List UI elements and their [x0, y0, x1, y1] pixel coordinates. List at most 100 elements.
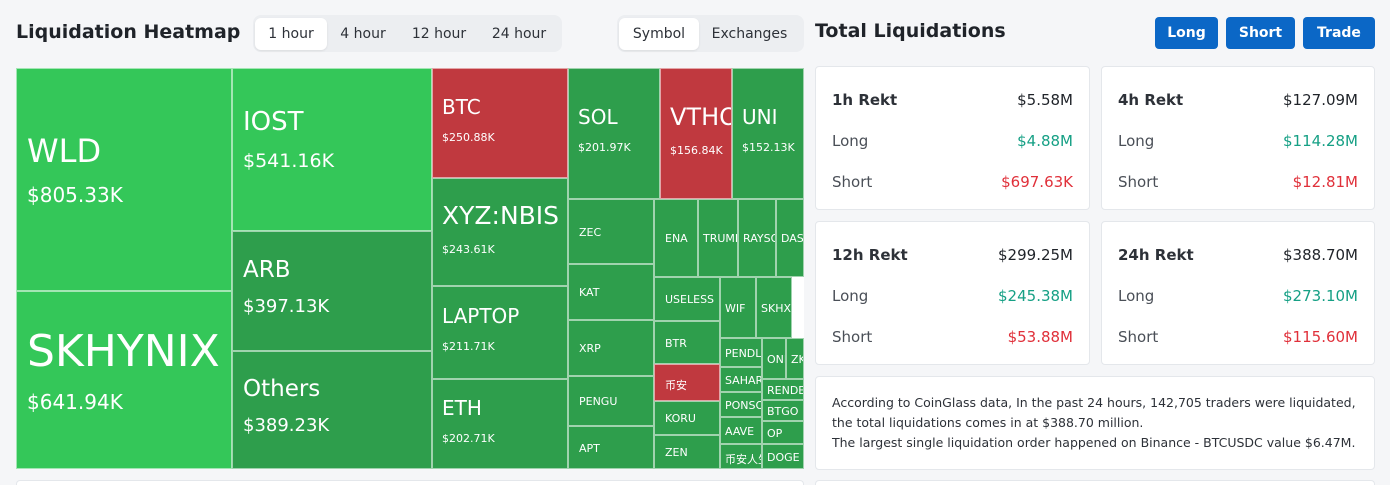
heatmap-tile[interactable]: VTHO $156.84K	[660, 68, 732, 199]
tile-symbol: BTR	[665, 336, 687, 350]
card-total: $127.09M	[1283, 91, 1358, 109]
card-period: 24h Rekt	[1118, 246, 1194, 264]
heatmap-tile[interactable]: 币安	[654, 364, 720, 401]
panel-below-heatmap	[16, 480, 804, 485]
heatmap-tile[interactable]: KORU	[654, 401, 720, 435]
heatmap-tile[interactable]: BTGO	[762, 400, 804, 421]
tile-symbol: KORU	[665, 412, 696, 426]
trade-button[interactable]: Trade	[1303, 17, 1375, 49]
short-button[interactable]: Short	[1226, 17, 1295, 49]
tile-symbol: IOST	[243, 106, 304, 137]
total-liquidations-title: Total Liquidations	[815, 20, 1006, 42]
heatmap-tile[interactable]: DASH	[776, 199, 804, 277]
tile-symbol: ENA	[665, 232, 688, 246]
long-label: Long	[832, 287, 869, 305]
tile-value: $397.13K	[243, 296, 330, 318]
tile-symbol: PENGU	[579, 395, 618, 409]
card-total: $5.58M	[1017, 91, 1073, 109]
tab-12-hour[interactable]: 12 hour	[411, 25, 467, 42]
long-value: $4.88M	[1017, 132, 1073, 150]
long-label: Long	[832, 132, 869, 150]
heatmap-tile[interactable]: UNI $152.13K	[732, 68, 804, 199]
short-value: $12.81M	[1292, 173, 1358, 191]
heatmap-tile[interactable]: IOST $541.16K	[232, 68, 432, 231]
tile-symbol: XRP	[579, 342, 601, 356]
long-label: Long	[1118, 132, 1155, 150]
heatmap-tile[interactable]: 币安人生	[720, 444, 762, 469]
heatmap-tile[interactable]: ZEC	[568, 199, 654, 264]
heatmap-tile[interactable]: XRP	[568, 320, 654, 376]
heatmap-tile[interactable]: WIF	[720, 277, 756, 338]
tile-symbol: OP	[767, 426, 783, 440]
heatmap-tile[interactable]: SKHX	[756, 277, 792, 338]
tab-symbol[interactable]: Symbol	[619, 17, 699, 50]
tile-symbol: UNI	[742, 105, 778, 130]
heatmap-tile[interactable]: SOL $201.97K	[568, 68, 660, 199]
heatmap-tile[interactable]: AAVE	[720, 417, 762, 444]
heatmap-tile[interactable]: RENDER	[762, 379, 804, 400]
tile-symbol: AAVE	[725, 424, 755, 438]
card-4h-rekt: 4h Rekt $127.09M Long $114.28M Short $12.81…	[1101, 66, 1375, 210]
tile-symbol: LAPTOP	[442, 304, 520, 329]
tab-4-hour[interactable]: 4 hour	[340, 25, 386, 42]
heatmap-tile[interactable]: ETH $202.71K	[432, 379, 568, 469]
card-1h-rekt: 1h Rekt $5.58M Long $4.88M Short $697.63K	[815, 66, 1090, 210]
tab-exchanges[interactable]: Exchanges	[711, 25, 788, 42]
heatmap-tile[interactable]: ENA	[654, 199, 698, 277]
tile-symbol: KAT	[579, 286, 600, 300]
heatmap-tile[interactable]: ZK	[786, 338, 804, 379]
tile-symbol: WIF	[725, 301, 746, 315]
heatmap-tile[interactable]: DOGE	[762, 444, 804, 469]
heatmap-tile[interactable]: ARB $397.13K	[232, 231, 432, 351]
heatmap-tile[interactable]: USELESS	[654, 277, 720, 321]
tile-symbol: DASH	[781, 232, 804, 246]
heatmap-tile[interactable]: BTC $250.88K	[432, 68, 568, 178]
tile-value: $152.13K	[742, 141, 795, 155]
tile-symbol: VTHO	[670, 102, 732, 131]
tile-value: $156.84K	[670, 143, 723, 157]
heatmap-tile[interactable]: KAT	[568, 264, 654, 320]
tile-symbol: ETH	[442, 395, 482, 420]
heatmap-tile[interactable]: PENDLE	[720, 338, 762, 367]
heatmap-tile[interactable]: WLD $805.33K	[16, 68, 232, 291]
heatmap-tile[interactable]: APT	[568, 426, 654, 469]
tab-1-hour[interactable]: 1 hour	[255, 17, 327, 50]
tile-symbol: ZK	[791, 352, 803, 366]
tile-symbol: ZEN	[665, 446, 688, 460]
tab-24-hour[interactable]: 24 hour	[491, 25, 547, 42]
heatmap-tile[interactable]: PONSO	[720, 392, 762, 417]
heatmap-tile[interactable]: RAYSOL	[738, 199, 776, 277]
card-total: $299.25M	[998, 246, 1073, 264]
tile-symbol: WLD	[27, 132, 102, 171]
tile-symbol: SKHYNIX	[27, 325, 220, 377]
tile-symbol: PENDLE	[725, 346, 762, 360]
long-value: $273.10M	[1283, 287, 1358, 305]
heatmap-tile[interactable]: OP	[762, 421, 804, 444]
heatmap-tile[interactable]: TRUMP	[698, 199, 738, 277]
heatmap-tile[interactable]: ZEN	[654, 435, 720, 469]
short-value: $53.88M	[1007, 328, 1073, 346]
heatmap-tile[interactable]: BTR	[654, 321, 720, 364]
heatmap-tile[interactable]: XYZ:NBIS $243.61K	[432, 178, 568, 286]
tile-symbol: SOL	[578, 105, 618, 130]
view-tabs: Symbol Exchanges	[617, 15, 804, 52]
card-period: 12h Rekt	[832, 246, 908, 264]
tile-symbol: PONSO	[725, 398, 762, 412]
heatmap-tile[interactable]: SKHYNIX $641.94K	[16, 291, 232, 469]
heatmap-tile[interactable]: Others $389.23K	[232, 351, 432, 469]
tile-symbol: SKHX	[761, 301, 792, 315]
short-label: Short	[1118, 173, 1159, 191]
card-12h-rekt: 12h Rekt $299.25M Long $245.38M Short $53.8…	[815, 221, 1090, 365]
long-value: $114.28M	[1283, 132, 1358, 150]
tile-symbol: ARB	[243, 256, 291, 283]
tile-value: $805.33K	[27, 182, 123, 207]
tile-value: $541.16K	[243, 149, 335, 172]
heatmap-tile[interactable]: LAPTOP $211.71K	[432, 286, 568, 379]
card-period: 4h Rekt	[1118, 91, 1184, 109]
heatmap-tile[interactable]: SAHARA	[720, 367, 762, 392]
heatmap-tile[interactable]: ONDO	[762, 338, 786, 379]
tile-symbol: SAHARA	[725, 373, 762, 387]
tile-value: $243.61K	[442, 242, 495, 256]
long-button[interactable]: Long	[1155, 17, 1218, 49]
heatmap-tile[interactable]: PENGU	[568, 376, 654, 426]
